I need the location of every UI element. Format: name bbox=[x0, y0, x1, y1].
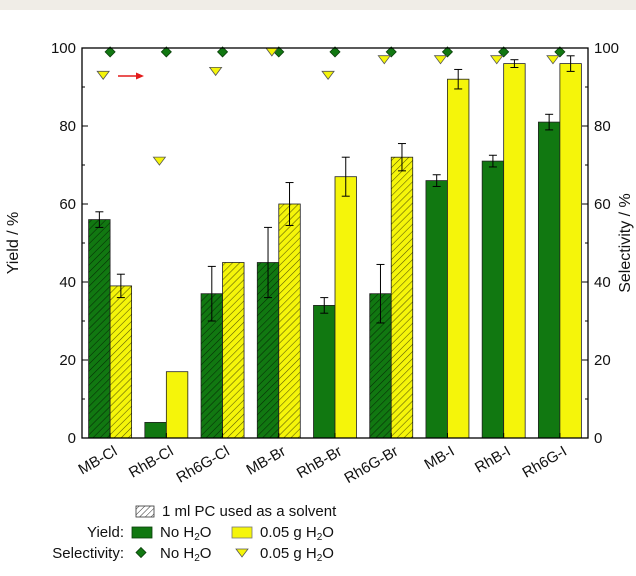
bar-hatch-1-5 bbox=[391, 157, 413, 438]
markers-layer bbox=[96, 46, 566, 166]
marker-selectivity-no-h2o-4 bbox=[329, 46, 341, 58]
y-tick-label-left-0: 0 bbox=[68, 430, 76, 447]
marker-selectivity-no-h2o-6 bbox=[441, 46, 454, 58]
error-bars-layer bbox=[95, 55, 575, 324]
marker-selectivity-water-1 bbox=[152, 156, 167, 166]
category-label-5: Rh6G-Br bbox=[341, 443, 401, 487]
y-tick-label-right-80: 80 bbox=[594, 118, 611, 135]
y-tick-label-right-40: 40 bbox=[594, 274, 611, 291]
bar-hatch-0-2 bbox=[201, 293, 223, 438]
bar-hatch-1-2 bbox=[222, 262, 245, 438]
marker-selectivity-no-h2o-0 bbox=[104, 46, 116, 58]
category-label-6: MB-I bbox=[422, 443, 458, 474]
legend-yield-water-swatch bbox=[231, 526, 253, 539]
ticks-layer: 0 0 20 20 40 40 60 60 80 80 100 100 bbox=[51, 40, 619, 447]
bar-yield-no-h2o-8 bbox=[537, 121, 561, 439]
marker-selectivity-no-h2o-5 bbox=[385, 46, 397, 58]
marker-selectivity-water-6 bbox=[433, 55, 448, 65]
category-label-3: MB-Br bbox=[243, 443, 288, 479]
category-label-1: RhB-Cl bbox=[126, 443, 176, 482]
legend-selectivity-water-text: 0.05 g H2O bbox=[260, 545, 334, 564]
y-tick-label-right-100: 100 bbox=[594, 40, 619, 57]
bar-hatch-1-0 bbox=[110, 285, 132, 438]
bar-hatch-0-3 bbox=[257, 262, 279, 438]
marker-selectivity-no-h2o-2 bbox=[216, 46, 229, 58]
legend: 1 ml PC used as a solvent Yield: No H2O … bbox=[52, 503, 337, 564]
marker-selectivity-water-4 bbox=[321, 70, 335, 80]
marker-selectivity-no-h2o-7 bbox=[498, 46, 510, 58]
y-tick-label-left-100: 100 bbox=[51, 40, 76, 57]
category-label-8: Rh6G-I bbox=[520, 443, 570, 482]
y-tick-label-left-40: 40 bbox=[59, 274, 76, 291]
bar-yield-water-1 bbox=[165, 371, 189, 439]
y-tick-label-right-0: 0 bbox=[594, 430, 602, 447]
bar-yield-water-7 bbox=[503, 63, 526, 439]
y-tick-label-right-20: 20 bbox=[594, 352, 611, 369]
marker-selectivity-water-7 bbox=[489, 55, 504, 65]
y-tick-label-left-20: 20 bbox=[59, 352, 76, 369]
bar-hatch-0-5 bbox=[369, 293, 392, 438]
legend-yield-no-h2o-text: No H2O bbox=[160, 524, 211, 543]
marker-selectivity-water-0 bbox=[96, 70, 110, 80]
legend-selectivity-label: Selectivity: bbox=[52, 545, 124, 562]
marker-selectivity-no-h2o-8 bbox=[554, 46, 566, 58]
y-tick-label-left-60: 60 bbox=[59, 196, 76, 213]
bar-hatch-1-3 bbox=[278, 204, 301, 438]
legend-yield-water-text: 0.05 g H2O bbox=[260, 524, 334, 543]
bar-yield-water-6 bbox=[447, 78, 470, 439]
legend-hatch-swatch bbox=[135, 505, 155, 518]
bar-yield-water-8 bbox=[559, 63, 582, 439]
legend-yield-no-h2o-swatch bbox=[131, 526, 153, 539]
marker-selectivity-water-2 bbox=[208, 67, 223, 77]
bar-yield-no-h2o-4 bbox=[313, 304, 336, 439]
legend-yield-label: Yield: bbox=[87, 524, 124, 541]
legend-selectivity-no-h2o-text: No H2O bbox=[160, 545, 211, 564]
category-label-2: Rh6G-Cl bbox=[174, 443, 233, 487]
bar-hatch-0-0 bbox=[88, 219, 111, 438]
y-tick-label-right-60: 60 bbox=[594, 196, 611, 213]
legend-selectivity-triangle bbox=[235, 548, 249, 558]
annotation-arrow bbox=[118, 72, 144, 80]
bar-yield-no-h2o-7 bbox=[481, 160, 505, 439]
category-label-7: RhB-I bbox=[472, 443, 514, 477]
y-tick-label-left-80: 80 bbox=[59, 118, 76, 135]
marker-selectivity-water-8 bbox=[546, 55, 560, 65]
bar-yield-water-4 bbox=[334, 176, 357, 439]
marker-selectivity-water-5 bbox=[377, 55, 392, 65]
category-label-0: MB-Cl bbox=[76, 443, 121, 479]
category-label-4: RhB-Br bbox=[294, 443, 345, 482]
marker-selectivity-no-h2o-1 bbox=[160, 46, 172, 58]
y-axis-title: Yield / % bbox=[5, 212, 22, 275]
bar-yield-no-h2o-6 bbox=[425, 180, 448, 439]
legend-selectivity-diamond bbox=[135, 546, 147, 559]
y2-axis-title: Selectivity / % bbox=[617, 193, 634, 293]
bars-layer bbox=[88, 63, 582, 439]
bar-yield-no-h2o-1 bbox=[144, 421, 167, 439]
top-band bbox=[0, 0, 636, 10]
legend-hatch-note: 1 ml PC used as a solvent bbox=[162, 503, 337, 520]
